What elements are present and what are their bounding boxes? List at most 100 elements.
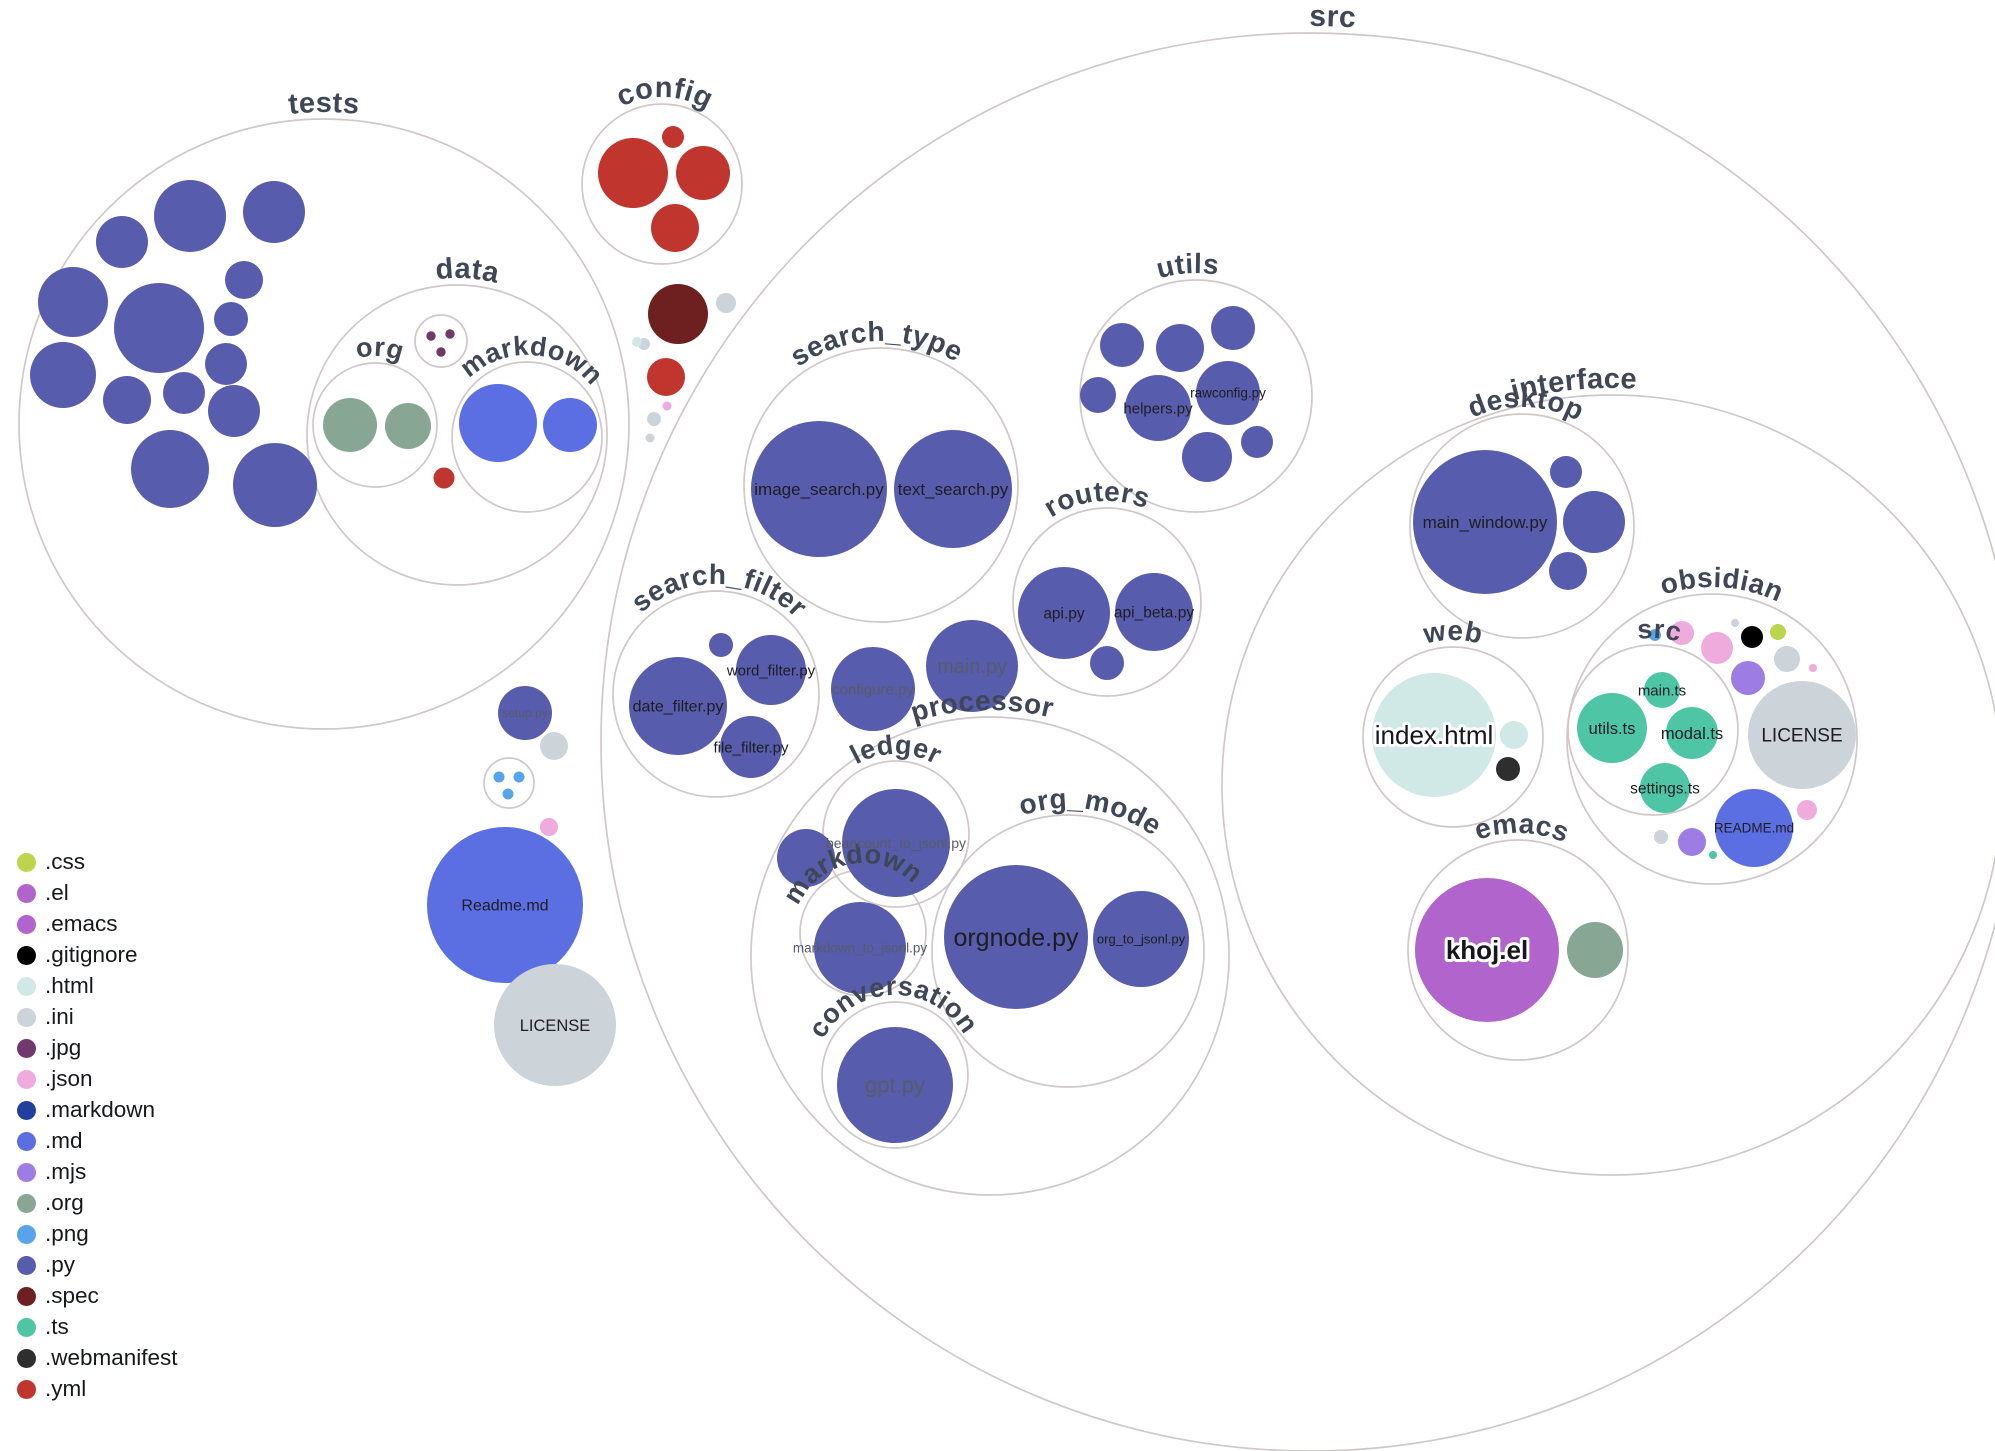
folder-circle-tests <box>18 118 630 730</box>
file-circle-py-59 <box>1182 432 1232 482</box>
file-circle-khoj.el <box>1415 878 1559 1022</box>
legend-swatch-css <box>17 853 36 872</box>
folder-label-web: web <box>1420 615 1485 650</box>
file-circle-ini-90 <box>1654 830 1668 844</box>
file-circle-py-58 <box>1080 377 1116 413</box>
legend-label-yml: .yml <box>45 1376 87 1402</box>
file-circle-configure.py <box>831 647 915 731</box>
file-circle-gitignore-78 <box>1741 626 1763 648</box>
file-circle-py-13 <box>233 443 317 527</box>
file-circle-api_beta.py <box>1115 573 1193 651</box>
folder-circle-conversation <box>821 1001 969 1149</box>
legend-item-el: .el <box>17 878 178 909</box>
file-circle-main_window.py <box>1413 450 1557 594</box>
file-circle-json-39 <box>540 818 558 836</box>
file-circle-py-8 <box>30 342 96 408</box>
legend-label-webmanifest: .webmanifest <box>45 1345 178 1371</box>
legend-label-py: .py <box>45 1252 76 1278</box>
folder-label-emacs: emacs <box>1471 807 1574 848</box>
legend-label-css: .css <box>45 849 86 875</box>
legend-swatch-markdown <box>17 1101 36 1120</box>
legend-item-org: .org <box>17 1188 178 1219</box>
legend-label-png: .png <box>45 1221 89 1247</box>
file-label-api_beta.py: api_beta.py <box>1114 604 1194 621</box>
file-circle-py-70 <box>1549 552 1587 590</box>
file-circle-modal.ts <box>1666 707 1718 759</box>
legend-swatch-ts <box>17 1318 36 1337</box>
legend-label-spec: .spec <box>45 1283 99 1309</box>
legend-item-webmanifest: .webmanifest <box>17 1343 178 1374</box>
legend-label-ts: .ts <box>45 1314 69 1340</box>
file-circle-index.html <box>1372 673 1496 797</box>
file-circle-py-55 <box>1100 323 1144 367</box>
folder-label-obsidian: obsidian <box>1657 562 1789 608</box>
file-circle-png-74 <box>1649 629 1661 641</box>
file-circle-py-0 <box>154 180 226 252</box>
file-circle-yml-24 <box>676 146 730 200</box>
file-circle-jpg-14 <box>426 331 436 341</box>
file-label-helpers.py: helpers.py <box>1123 400 1193 417</box>
file-circle-helpers.py <box>1125 375 1191 441</box>
legend-swatch-spec <box>17 1287 36 1306</box>
file-circle-ts-92 <box>1709 851 1717 859</box>
file-label-main_window.py: main_window.py <box>1423 513 1548 532</box>
folder-circle-src <box>600 32 1995 1451</box>
file-label-modal.ts: modal.ts <box>1661 725 1723 743</box>
file-circle-ini-80 <box>1774 646 1800 672</box>
file-circle-ini-33 <box>645 433 655 443</box>
folder-label-utils: utils <box>1153 248 1221 284</box>
file-label-beancount_to_jsonl.py: beancount_to_jsonl.py <box>826 835 966 851</box>
file-label-Readme.md: Readme.md <box>461 898 548 915</box>
file-circle-py-4 <box>38 267 108 337</box>
file-circle-mjs-91 <box>1678 828 1706 856</box>
file-circle-date_filter.py <box>629 657 727 755</box>
file-label-gpt.py: gpt.py <box>865 1073 925 1098</box>
file-circle-yml-25 <box>651 204 699 252</box>
file-circle-json-31 <box>662 401 672 411</box>
file-circle-py-61 <box>777 829 835 887</box>
legend-item-yml: .yml <box>17 1374 178 1405</box>
file-circle-ini-32 <box>647 412 661 426</box>
file-circle-spec-26 <box>648 284 708 344</box>
folder-circle-data <box>306 284 608 586</box>
folder-circle-obsidian-src <box>1567 644 1739 816</box>
legend-label-jpg: .jpg <box>45 1035 82 1061</box>
file-circle-jpg-15 <box>445 329 455 339</box>
file-circle-rawconfig.py <box>1196 361 1260 425</box>
legend-item-gitignore: .gitignore <box>17 940 178 971</box>
file-circle-css-79 <box>1770 624 1786 640</box>
file-label-settings.ts: settings.ts <box>1630 780 1700 797</box>
file-circle-py-5 <box>114 283 204 373</box>
folder-label-config: config <box>612 72 718 116</box>
legend-item-html: .html <box>17 971 178 1002</box>
file-circle-py-3 <box>225 261 263 299</box>
file-circle-markdown_to_jsonl.py <box>814 902 906 994</box>
file-circle-json-89 <box>1797 800 1817 820</box>
legend-item-json: .json <box>17 1064 178 1095</box>
file-label-markdown_to_jsonl.py: markdown_to_jsonl.py <box>793 941 928 956</box>
legend-item-markdown: .markdown <box>17 1095 178 1126</box>
file-circle-main.ts <box>1644 672 1680 708</box>
file-circle-py-7 <box>205 343 247 385</box>
legend-label-ini: .ini <box>45 1004 74 1030</box>
folder-circle-config <box>581 103 743 265</box>
file-label-api.py: api.py <box>1043 605 1085 622</box>
file-circle-md-19 <box>459 384 537 462</box>
folder-circle-emacs <box>1407 839 1629 1061</box>
file-circle-org-17 <box>323 398 377 452</box>
file-circle-text_search.py <box>894 430 1012 548</box>
file-circle-file_filter.py <box>720 716 782 778</box>
file-circle-main.py <box>926 620 1018 712</box>
file-label-image_search.py: image_search.py <box>754 480 884 499</box>
file-circle-org_to_jsonl.py <box>1093 891 1189 987</box>
file-circle-py-68 <box>1550 456 1582 488</box>
legend-item-py: .py <box>17 1250 178 1281</box>
file-circle-py-1 <box>243 181 305 243</box>
folder-circle-org_mode <box>931 814 1205 1088</box>
file-circle-Readme.md <box>427 827 583 983</box>
file-circle-py-69 <box>1563 491 1625 553</box>
file-label-utils.ts: utils.ts <box>1589 720 1636 738</box>
legend-swatch-mjs <box>17 1163 36 1182</box>
legend: .css .el .emacs .gitignore .html .ini .jpg .jso… <box>17 847 178 1405</box>
legend-item-css: .css <box>17 847 178 878</box>
